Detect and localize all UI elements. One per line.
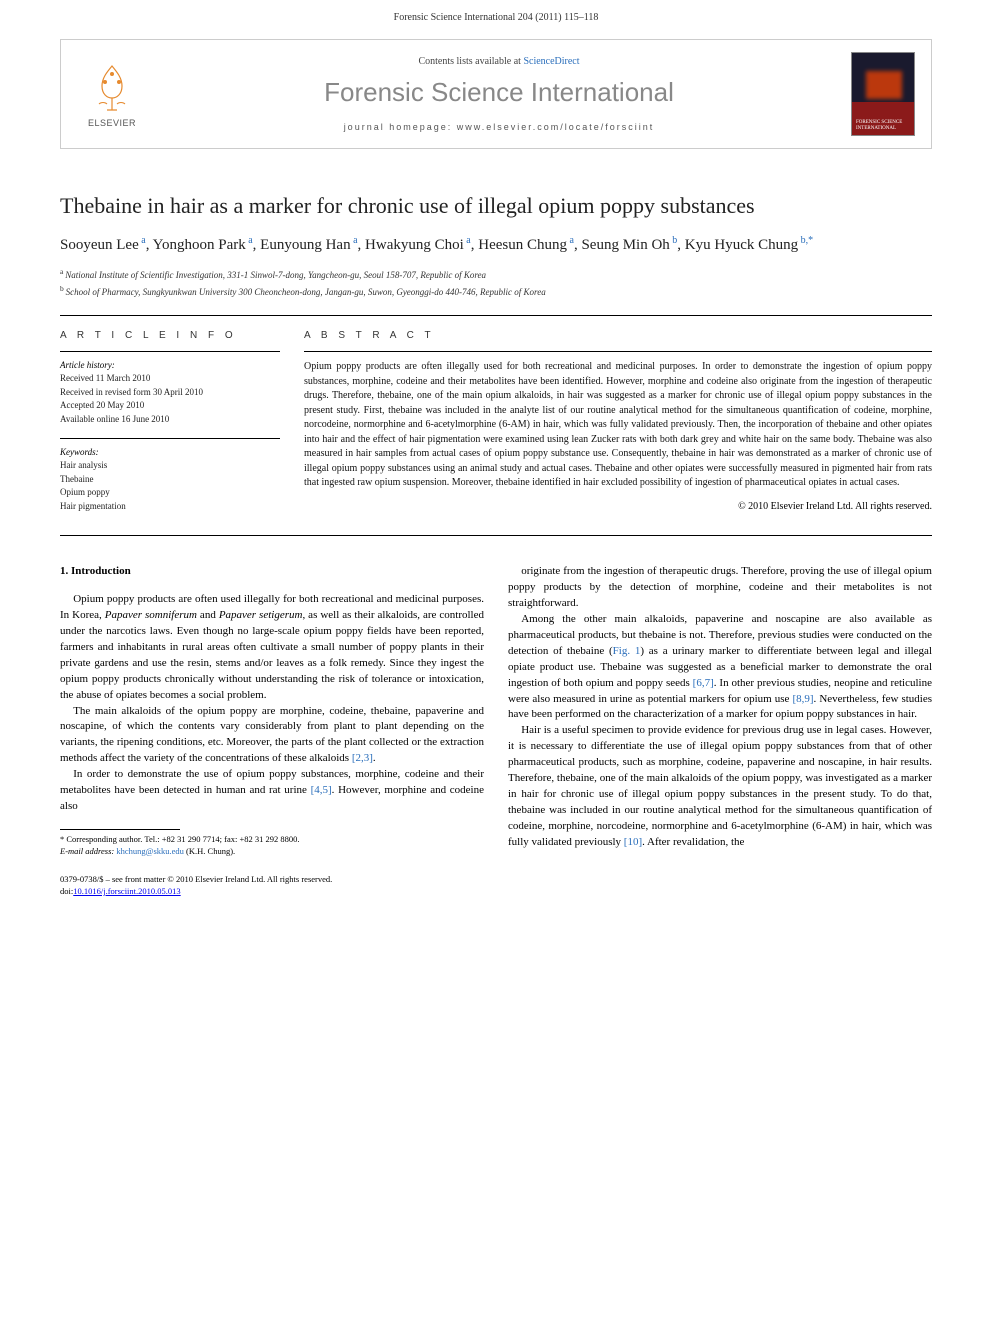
keyword: Hair pigmentation <box>60 500 280 514</box>
elsevier-tree-icon <box>87 60 137 116</box>
corresponding-author-footnote: * Corresponding author. Tel.: +82 31 290… <box>60 834 484 858</box>
doi-link[interactable]: 10.1016/j.forsciint.2010.05.013 <box>73 886 180 896</box>
ref-link[interactable]: [8,9] <box>792 693 813 705</box>
history-line: Available online 16 June 2010 <box>60 413 280 427</box>
email-tail: (K.H. Chung). <box>186 846 235 856</box>
body-paragraph: Among the other main alkaloids, papaveri… <box>508 612 932 724</box>
section-heading-intro: 1. Introduction <box>60 564 484 580</box>
publisher-name: ELSEVIER <box>88 118 136 128</box>
footer-line-1: 0379-0738/$ – see front matter © 2010 El… <box>60 874 932 886</box>
ref-link[interactable]: [2,3] <box>352 752 373 764</box>
contents-available: Contents lists available at ScienceDirec… <box>147 56 851 67</box>
journal-cover-thumbnail: FORENSIC SCIENCE INTERNATIONAL <box>851 52 915 136</box>
abstract-text: Opium poppy products are often illegally… <box>304 360 932 491</box>
history-line: Accepted 20 May 2010 <box>60 399 280 413</box>
author-affiliation-marker: b <box>670 235 678 246</box>
abstract-column: A B S T R A C T Opium poppy products are… <box>304 330 932 525</box>
body-paragraph: In order to demonstrate the use of opium… <box>60 767 484 815</box>
abstract-copyright: © 2010 Elsevier Ireland Ltd. All rights … <box>304 501 932 512</box>
running-header: Forensic Science International 204 (2011… <box>0 0 992 31</box>
author: Sooyeun Lee a <box>60 237 146 253</box>
body-paragraph: Hair is a useful specimen to provide evi… <box>508 723 932 851</box>
footer-line-2: doi:10.1016/j.forsciint.2010.05.013 <box>60 886 932 898</box>
ref-link[interactable]: [4,5] <box>311 784 332 796</box>
keyword: Opium poppy <box>60 486 280 500</box>
info-rule-2 <box>60 438 280 439</box>
author-affiliation-marker: b, <box>798 235 808 246</box>
author-affiliation-marker: a <box>464 235 471 246</box>
abstract-heading: A B S T R A C T <box>304 330 932 341</box>
author: Yonghoon Park a <box>153 237 253 253</box>
keyword: Thebaine <box>60 473 280 487</box>
journal-homepage: journal homepage: www.elsevier.com/locat… <box>147 122 851 132</box>
journal-cover-title: FORENSIC SCIENCE INTERNATIONAL <box>856 120 910 131</box>
corresponding-email-link[interactable]: khchung@skku.edu <box>116 846 184 856</box>
journal-name: Forensic Science International <box>147 77 851 108</box>
body-left-column: 1. Introduction Opium poppy products are… <box>60 564 484 858</box>
info-rule <box>60 351 280 352</box>
author: Seung Min Oh b <box>581 237 677 253</box>
keyword: Hair analysis <box>60 459 280 473</box>
author-affiliation-marker: a <box>139 235 146 246</box>
history-label: Article history: <box>60 360 280 370</box>
rule-bottom <box>60 535 932 536</box>
author-affiliation-marker: a <box>351 235 358 246</box>
affiliation: a National Institute of Scientific Inves… <box>60 266 932 283</box>
article-title: Thebaine in hair as a marker for chronic… <box>60 193 932 219</box>
author-affiliation-marker: a <box>246 235 253 246</box>
history-line: Received in revised form 30 April 2010 <box>60 386 280 400</box>
corresponding-marker: * <box>808 235 813 246</box>
article-info-heading: A R T I C L E I N F O <box>60 330 280 341</box>
ref-link[interactable]: [10] <box>624 836 642 848</box>
history-line: Received 11 March 2010 <box>60 372 280 386</box>
contents-available-text: Contents lists available at <box>418 56 523 67</box>
article-info-column: A R T I C L E I N F O Article history: R… <box>60 330 280 525</box>
contents-center: Contents lists available at ScienceDirec… <box>147 56 851 132</box>
body-columns: 1. Introduction Opium poppy products are… <box>60 564 932 858</box>
affiliations: a National Institute of Scientific Inves… <box>60 266 932 299</box>
corresponding-email-line: E-mail address: khchung@skku.edu (K.H. C… <box>60 846 484 858</box>
article-history: Received 11 March 2010Received in revise… <box>60 372 280 426</box>
body-right-column: originate from the ingestion of therapeu… <box>508 564 932 858</box>
sciencedirect-link[interactable]: ScienceDirect <box>523 56 579 67</box>
email-label: E-mail address: <box>60 846 114 856</box>
figure-link[interactable]: Fig. 1 <box>613 645 641 657</box>
ref-link[interactable]: [6,7] <box>693 677 714 689</box>
contents-box: ELSEVIER Contents lists available at Sci… <box>60 39 932 149</box>
info-abstract-row: A R T I C L E I N F O Article history: R… <box>60 316 932 535</box>
author: Kyu Hyuck Chung b,* <box>685 237 813 253</box>
affiliation: b School of Pharmacy, Sungkyunkwan Unive… <box>60 283 932 300</box>
keywords-list: Hair analysisThebaineOpium poppyHair pig… <box>60 459 280 513</box>
author-affiliation-marker: a <box>567 235 574 246</box>
body-paragraph: originate from the ingestion of therapeu… <box>508 564 932 612</box>
body-paragraph: The main alkaloids of the opium poppy ar… <box>60 704 484 768</box>
publisher-logo: ELSEVIER <box>77 60 147 128</box>
author: Heesun Chung a <box>478 237 574 253</box>
author: Hwakyung Choi a <box>365 237 471 253</box>
page-footer: 0379-0738/$ – see front matter © 2010 El… <box>60 874 932 898</box>
abstract-rule <box>304 351 932 352</box>
author: Eunyoung Han a <box>260 237 357 253</box>
footnote-rule <box>60 829 180 830</box>
authors-list: Sooyeun Lee a, Yonghoon Park a, Eunyoung… <box>60 235 932 254</box>
corresponding-line: * Corresponding author. Tel.: +82 31 290… <box>60 834 484 846</box>
body-paragraph: Opium poppy products are often used ille… <box>60 592 484 704</box>
keywords-label: Keywords: <box>60 447 280 457</box>
